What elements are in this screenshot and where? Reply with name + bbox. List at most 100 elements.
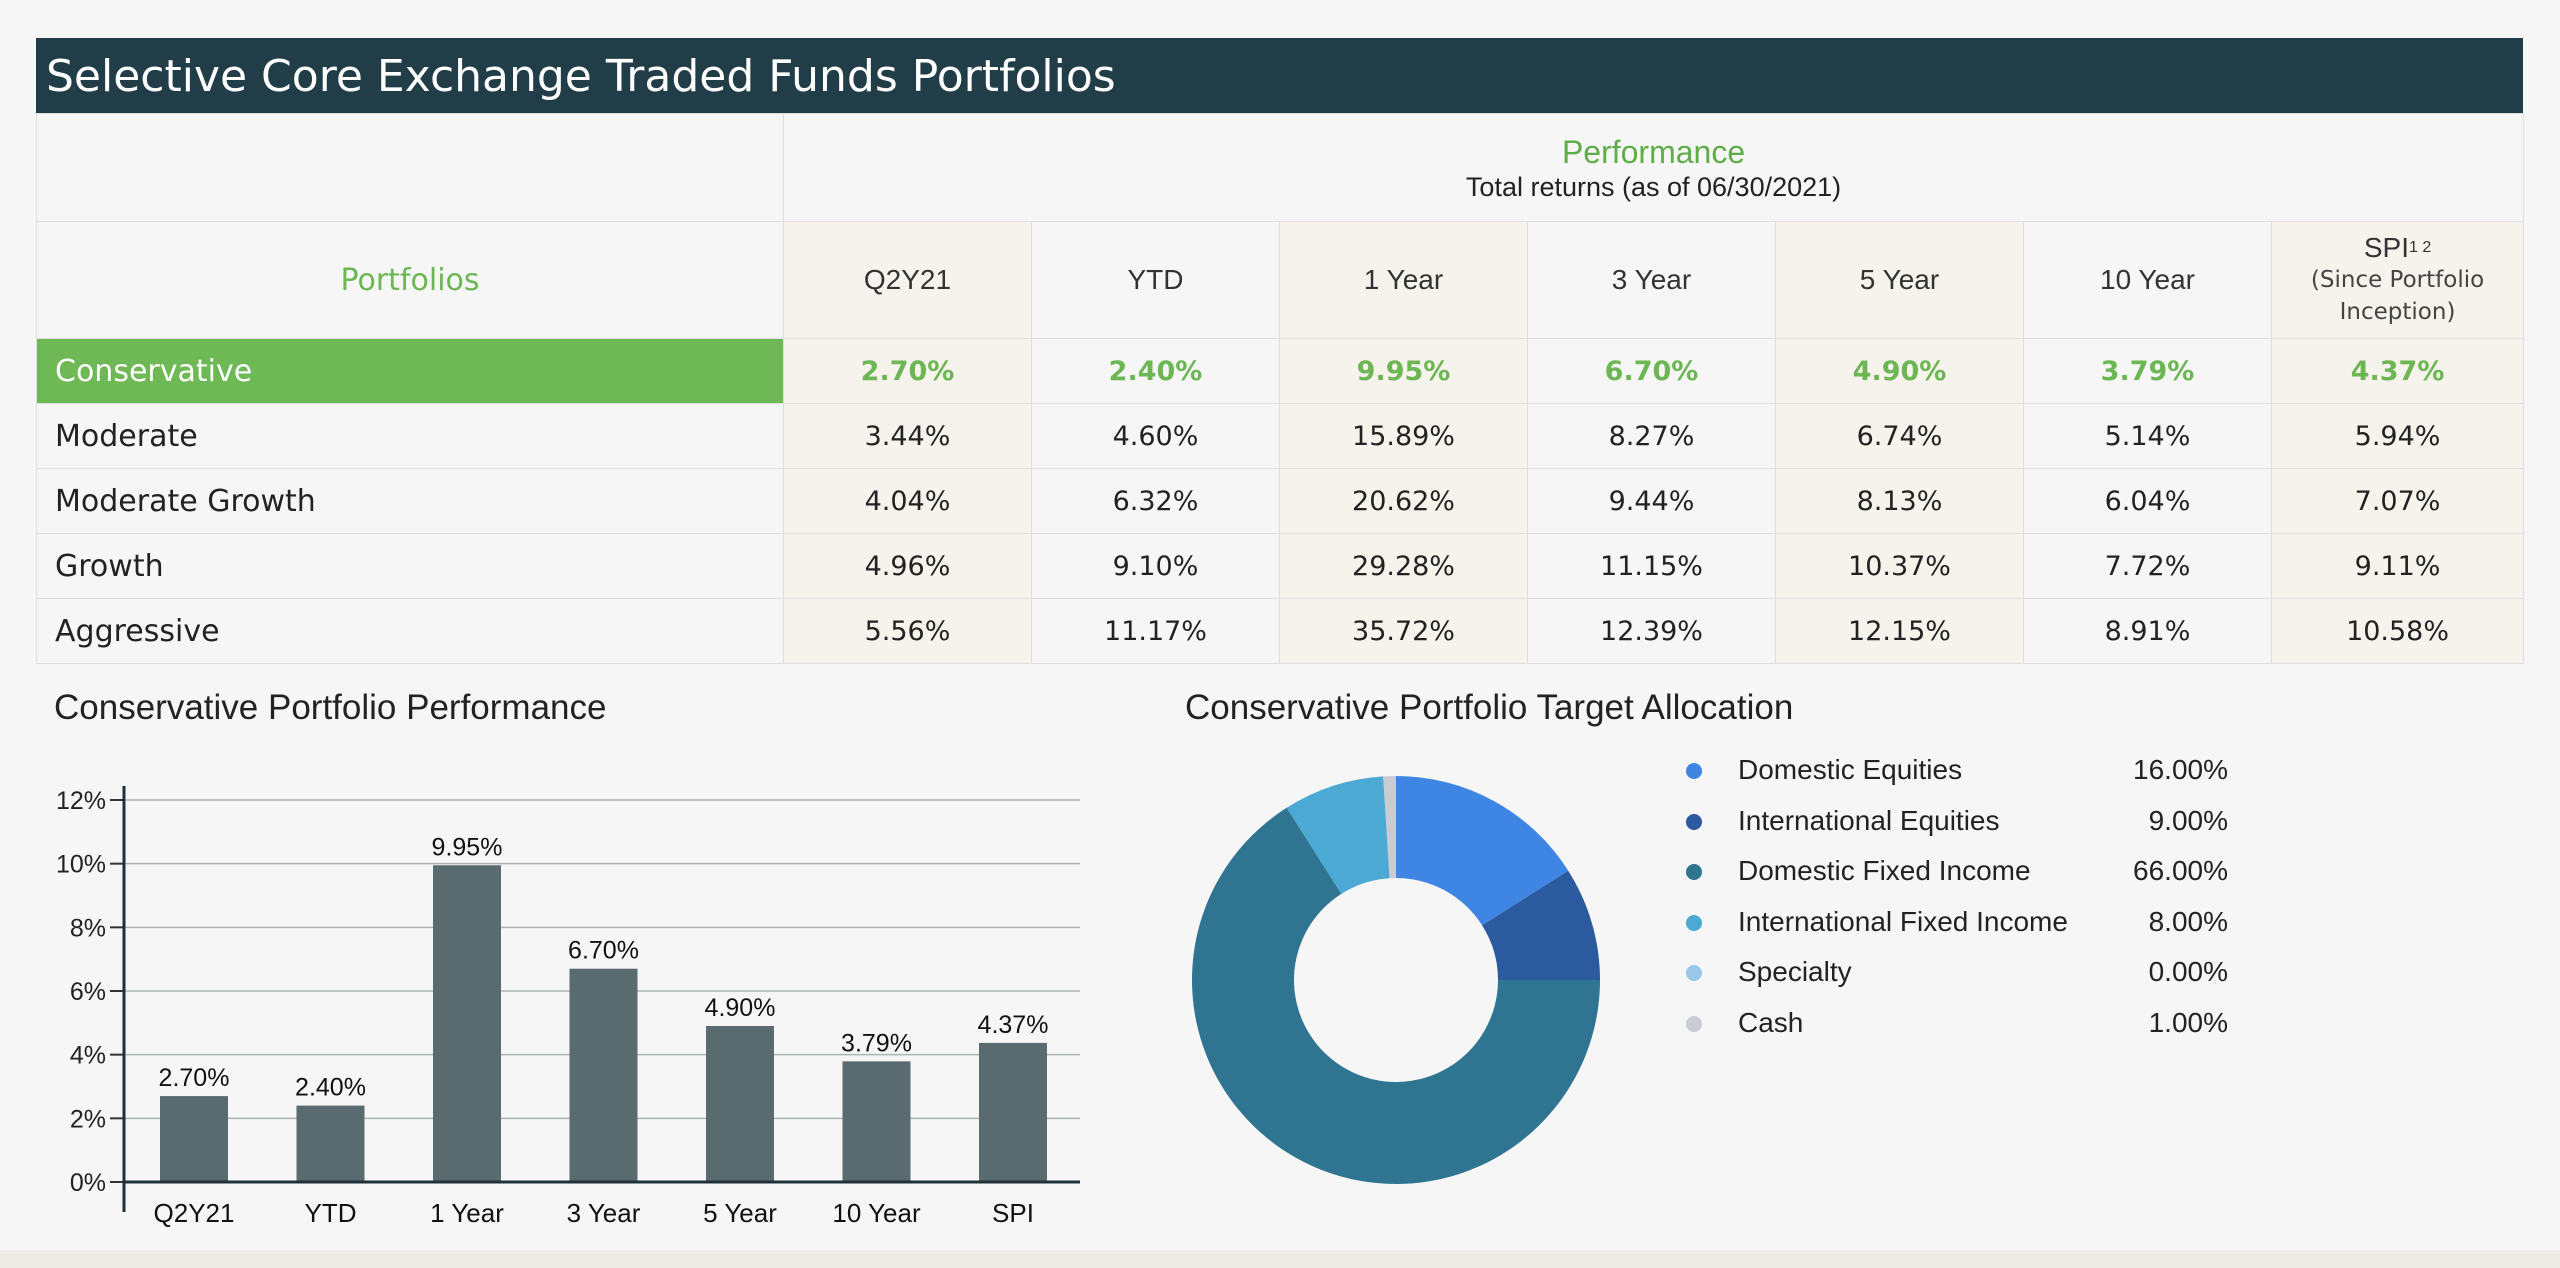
table-cell: 5.94% [2270, 403, 2525, 469]
x-category-label: SPI [992, 1198, 1034, 1228]
legend-label: Domestic Equities [1738, 754, 1963, 785]
table-cell: 4.90% [1775, 338, 2024, 404]
bar [706, 1026, 774, 1182]
table-body: Conservative 2.70% 2.40% 9.95% 6.70% 4.90% 3.7… [36, 338, 2525, 664]
legend-entry: Domestic Equities 16.00% [1680, 750, 2260, 801]
table-cell: 11.15% [1527, 533, 1776, 599]
spi-label: SPI [2363, 232, 2409, 263]
column-header: YTD [1031, 221, 1280, 339]
legend-label: Cash [1738, 1006, 1804, 1038]
table-cell: 15.89% [1279, 403, 1528, 469]
table-cell: 4.37% [2270, 338, 2525, 404]
table-cell: 8.27% [1527, 403, 1776, 469]
table-corner [36, 113, 784, 222]
table-cell: 6.32% [1031, 468, 1280, 534]
donut-slice [1482, 870, 1600, 980]
performance-label: Performance [1561, 133, 1746, 170]
table-cell: 9.10% [1031, 533, 1280, 599]
table-cell: 11.17% [1031, 598, 1280, 664]
x-category-label: 1 Year [430, 1198, 504, 1228]
legend-entry: International Equities 9.00% [1680, 801, 2260, 852]
table-cell: 6.70% [1527, 338, 1776, 404]
legend-label: Specialty [1738, 956, 1852, 987]
table-cell: 7.07% [2270, 468, 2525, 534]
row-name: Growth [36, 533, 784, 599]
table-cell: 20.62% [1279, 468, 1528, 534]
table-cell: 6.74% [1775, 403, 2024, 469]
bar-data-label: 2.70% [159, 1064, 230, 1092]
bar-chart: 0% 2% 4% 6% 8% 10% 12% 2.70% Q2Y21 2.40% YTD 9.95% 1… [56, 786, 1080, 1228]
legend-swatch [1686, 813, 1702, 830]
table-cell: 2.40% [1031, 338, 1280, 404]
legend-swatch [1686, 914, 1702, 931]
row-name: Moderate [36, 403, 784, 469]
table-cell: 12.39% [1527, 598, 1776, 664]
table-cell: 12.15% [1775, 598, 2024, 664]
bar [296, 1105, 365, 1182]
bar [160, 1096, 228, 1182]
bar-data-label: 4.90% [705, 994, 776, 1022]
table-row: Growth 4.96% 9.10% 29.28% 11.15% 10.37% 7.72% 9… [36, 533, 2525, 599]
donut-slice [1192, 807, 1600, 1184]
table-row: Aggressive 5.56% 11.17% 35.72% 12.39% 12.15% 8… [36, 598, 2525, 664]
column-header: 1 Year [1279, 221, 1528, 339]
y-tick-label: 2% [70, 1105, 106, 1133]
y-tick-label: 0% [70, 1169, 106, 1197]
donut-slice [1396, 776, 1569, 926]
table-cell: 9.11% [2270, 533, 2525, 599]
donut-slice [1286, 776, 1390, 894]
legend-value: 1.00% [2148, 1006, 2228, 1038]
column-header: 10 Year [2023, 221, 2272, 339]
column-header: Q2Y21 [783, 221, 1032, 339]
portfolios-label: Portfolios [36, 221, 784, 339]
row-name: Moderate Growth [36, 468, 784, 534]
legend-label: Domestic Fixed Income [1738, 855, 2031, 886]
y-tick-label: 10% [56, 851, 106, 879]
table-cell: 2.70% [783, 338, 1032, 404]
column-header-spi: SPI1 2 (Since Portfolio Inception) [2270, 221, 2525, 339]
table-cell: 10.37% [1775, 533, 2024, 599]
performance-header: Performance Total returns (as of 06/30/2… [782, 113, 2525, 222]
table-cell: 7.72% [2023, 533, 2272, 599]
legend-entry: International Fixed Income 8.00% [1680, 902, 2260, 953]
bar-data-label: 4.37% [978, 1011, 1049, 1039]
legend-entry: Cash 1.00% [1680, 1003, 2260, 1054]
table-cell: 3.79% [2023, 338, 2272, 404]
legend-entry: Specialty 0.00% [1680, 952, 2260, 1003]
table-cell: 3.44% [783, 403, 1032, 469]
table-cell: 4.96% [783, 533, 1032, 599]
performance-subtitle: Total returns (as of 06/30/2021) [1465, 171, 1842, 202]
donut-chart [1192, 776, 1600, 1184]
legend-entry: Domestic Fixed Income 66.00% [1680, 851, 2260, 902]
table-cell: 4.04% [783, 468, 1032, 534]
row-name: Aggressive [36, 598, 784, 664]
donut-legend: Domestic Equities 16.00% International Equ… [1680, 750, 2260, 1053]
table-cell: 8.91% [2023, 598, 2272, 664]
legend-swatch [1686, 864, 1702, 880]
legend-swatch [1686, 1015, 1702, 1032]
y-tick-label: 4% [70, 1042, 106, 1070]
x-category-label: YTD [305, 1198, 357, 1228]
table-cell: 8.13% [1775, 468, 2024, 534]
legend-value: 9.00% [2148, 804, 2228, 836]
bar [979, 1042, 1047, 1182]
bar [569, 968, 638, 1182]
donut-chart-title: Conservative Portfolio Target Allocation [1185, 688, 1794, 727]
legend-value: 66.00% [2133, 855, 2228, 886]
legend-value: 16.00% [2133, 754, 2228, 785]
y-tick-label: 8% [70, 914, 106, 942]
bar-data-label: 3.79% [841, 1029, 912, 1057]
bar [433, 865, 501, 1182]
x-category-label: 3 Year [567, 1198, 641, 1228]
performance-table: Performance Total returns (as of 06/30/2… [36, 113, 2525, 664]
donut-slice [1383, 776, 1396, 879]
legend-value: 0.00% [2148, 956, 2228, 987]
legend-label: International Equities [1738, 804, 2000, 836]
x-category-label: 10 Year [832, 1198, 921, 1228]
table-row: Moderate 3.44% 4.60% 15.89% 8.27% 6.74% 5.14% 5… [36, 403, 2525, 469]
legend-label: International Fixed Income [1738, 905, 2068, 937]
x-category-label: 5 Year [703, 1198, 777, 1228]
legend-swatch [1686, 763, 1702, 779]
table-cell: 29.28% [1279, 533, 1528, 599]
table-cell: 9.44% [1527, 468, 1776, 534]
